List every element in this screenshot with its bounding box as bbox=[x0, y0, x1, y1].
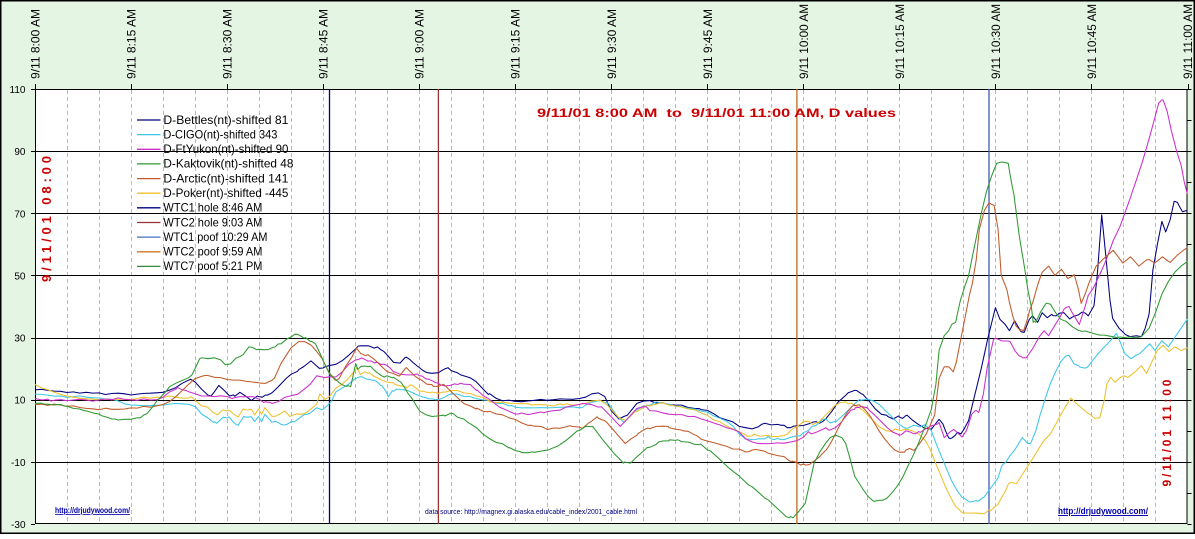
svg-text:9/11 8:15 AM: 9/11 8:15 AM bbox=[125, 9, 139, 79]
svg-text:9/11 10:30 AM: 9/11 10:30 AM bbox=[989, 4, 1003, 79]
svg-text:-30: -30 bbox=[11, 520, 26, 531]
svg-text:D-CIGO(nt)-shifted 343: D-CIGO(nt)-shifted 343 bbox=[163, 127, 277, 141]
svg-text:WTC1 poof 10:29 AM: WTC1 poof 10:29 AM bbox=[163, 230, 267, 244]
svg-text:D-Kaktovik(nt)-shifted 48: D-Kaktovik(nt)-shifted 48 bbox=[163, 157, 293, 171]
svg-text:9/11 8:30 AM: 9/11 8:30 AM bbox=[221, 9, 235, 79]
svg-text:9/11 9:15 AM: 9/11 9:15 AM bbox=[509, 9, 523, 79]
svg-text:WTC2 poof 9:59 AM: WTC2 poof 9:59 AM bbox=[163, 245, 262, 259]
svg-text:10: 10 bbox=[14, 396, 26, 407]
svg-text:-10: -10 bbox=[11, 458, 26, 469]
svg-text:9/11 9:45 AM: 9/11 9:45 AM bbox=[701, 9, 715, 79]
svg-text:9/11 11:00 AM: 9/11 11:00 AM bbox=[1181, 4, 1195, 79]
svg-text:WTC2 hole 9:03 AM: WTC2 hole 9:03 AM bbox=[163, 215, 262, 229]
svg-text:9/11 8:00 AM: 9/11 8:00 AM bbox=[29, 9, 43, 79]
svg-text:30: 30 bbox=[14, 334, 26, 345]
svg-text:http://drjudywood.com/: http://drjudywood.com/ bbox=[55, 506, 131, 515]
svg-text:9/11 10:00 AM: 9/11 10:00 AM bbox=[797, 4, 811, 79]
svg-text:WTC7 poof 5:21 PM: WTC7 poof 5:21 PM bbox=[163, 259, 262, 273]
svg-text:9/11 10:15 AM: 9/11 10:15 AM bbox=[893, 4, 907, 79]
svg-text:9/11/01 11:00: 9/11/01 11:00 bbox=[1160, 379, 1174, 486]
svg-text:D-FtYukon(nt)-shifted 90: D-FtYukon(nt)-shifted 90 bbox=[163, 142, 288, 156]
svg-text:90: 90 bbox=[14, 147, 26, 158]
svg-text:WTC1 hole 8:46 AM: WTC1 hole 8:46 AM bbox=[163, 201, 262, 215]
svg-text:9/11/01 08:00: 9/11/01 08:00 bbox=[39, 156, 54, 282]
svg-text:9/11/01 8:00 AM to 9/11/01 1: 9/11/01 8:00 AM to 9/11/01 11:00 AM, D v… bbox=[537, 106, 896, 120]
svg-text:70: 70 bbox=[14, 209, 26, 220]
svg-text:9/11 10:45 AM: 9/11 10:45 AM bbox=[1085, 4, 1099, 79]
svg-text:http://drjudywood.com/: http://drjudywood.com/ bbox=[1058, 506, 1148, 517]
svg-text:D-Arctic(nt)-shifted 141: D-Arctic(nt)-shifted 141 bbox=[163, 171, 288, 185]
svg-text:50: 50 bbox=[14, 271, 26, 282]
svg-text:110: 110 bbox=[10, 85, 26, 96]
svg-text:9/11 9:30 AM: 9/11 9:30 AM bbox=[605, 9, 619, 79]
svg-text:D-Poker(nt)-shifted -445: D-Poker(nt)-shifted -445 bbox=[163, 186, 288, 200]
svg-text:data source: http://magnex.gi.: data source: http://magnex.gi.alaska.edu… bbox=[425, 507, 637, 516]
svg-text:D-Bettles(nt)-shifted 81: D-Bettles(nt)-shifted 81 bbox=[163, 113, 288, 127]
svg-text:9/11 8:45 AM: 9/11 8:45 AM bbox=[317, 9, 331, 79]
svg-text:9/11 9:00 AM: 9/11 9:00 AM bbox=[413, 9, 427, 79]
